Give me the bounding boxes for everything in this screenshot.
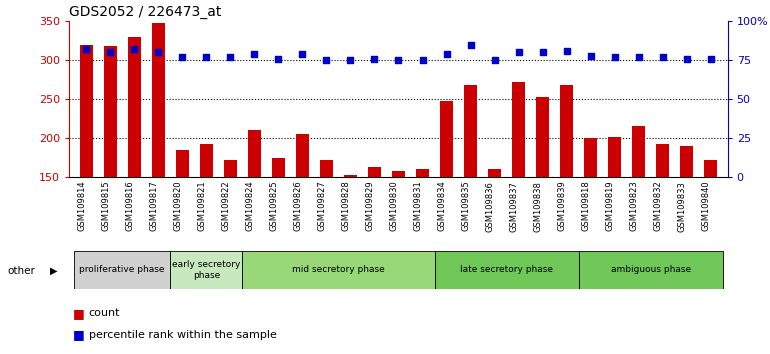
Text: GSM109839: GSM109839 — [557, 181, 567, 232]
Point — [537, 50, 549, 55]
Text: GSM109833: GSM109833 — [678, 181, 687, 232]
Point — [152, 50, 164, 55]
Bar — [416, 169, 429, 177]
Bar — [223, 160, 237, 177]
Text: GSM109814: GSM109814 — [77, 181, 86, 232]
Point — [584, 53, 597, 58]
Text: GSM109817: GSM109817 — [149, 181, 158, 232]
Point — [368, 56, 380, 62]
Bar — [248, 130, 261, 177]
Text: GSM109824: GSM109824 — [246, 181, 254, 232]
Bar — [434, 251, 579, 289]
Text: percentile rank within the sample: percentile rank within the sample — [89, 330, 276, 339]
Point — [608, 54, 621, 60]
Point — [393, 57, 405, 63]
Bar — [103, 46, 117, 177]
Point — [561, 48, 573, 54]
Text: early secretory
phase: early secretory phase — [172, 260, 240, 280]
Point — [176, 54, 189, 60]
Point — [80, 46, 92, 52]
Bar — [705, 160, 718, 177]
Bar — [608, 137, 621, 177]
Point — [488, 57, 500, 63]
Text: proliferative phase: proliferative phase — [79, 266, 165, 274]
Bar — [272, 158, 285, 177]
Text: GSM109819: GSM109819 — [606, 181, 614, 232]
Point — [104, 50, 116, 55]
Text: GSM109838: GSM109838 — [534, 181, 543, 232]
Text: GSM109840: GSM109840 — [701, 181, 711, 232]
Bar — [632, 126, 645, 177]
Point — [681, 56, 693, 62]
Text: GDS2052 / 226473_at: GDS2052 / 226473_at — [69, 5, 222, 19]
Text: GSM109818: GSM109818 — [581, 181, 591, 232]
Bar — [368, 167, 381, 177]
Text: GSM109830: GSM109830 — [390, 181, 399, 232]
Text: GSM109822: GSM109822 — [221, 181, 230, 232]
Text: GSM109821: GSM109821 — [197, 181, 206, 232]
Text: GSM109823: GSM109823 — [630, 181, 639, 232]
Text: count: count — [89, 308, 120, 318]
Bar — [440, 102, 453, 177]
Bar — [243, 251, 434, 289]
Bar — [176, 150, 189, 177]
Text: late secretory phase: late secretory phase — [460, 266, 553, 274]
Bar — [170, 251, 243, 289]
Bar — [584, 138, 598, 177]
Point — [344, 57, 357, 63]
Text: GSM109827: GSM109827 — [317, 181, 326, 232]
Bar — [79, 45, 92, 177]
Point — [440, 51, 453, 57]
Text: GSM109829: GSM109829 — [366, 181, 374, 232]
Text: GSM109815: GSM109815 — [101, 181, 110, 232]
Text: GSM109832: GSM109832 — [654, 181, 663, 232]
Bar — [579, 251, 723, 289]
Bar — [392, 171, 405, 177]
Bar — [656, 143, 669, 177]
Bar — [128, 37, 141, 177]
Bar — [560, 85, 574, 177]
Text: mid secretory phase: mid secretory phase — [292, 266, 385, 274]
Bar — [199, 143, 213, 177]
Text: GSM109836: GSM109836 — [486, 181, 494, 232]
Bar — [320, 160, 333, 177]
Bar — [536, 97, 549, 177]
Point — [200, 54, 213, 60]
Point — [657, 54, 669, 60]
Point — [128, 46, 140, 52]
Bar — [488, 169, 501, 177]
Text: GSM109828: GSM109828 — [341, 181, 350, 232]
Text: GSM109826: GSM109826 — [293, 181, 303, 232]
Point — [296, 51, 309, 57]
Text: GSM109816: GSM109816 — [126, 181, 134, 232]
Point — [513, 50, 525, 55]
Text: other: other — [8, 266, 35, 276]
Text: ambiguous phase: ambiguous phase — [611, 266, 691, 274]
Bar — [74, 251, 170, 289]
Point — [224, 54, 236, 60]
Bar — [152, 23, 165, 177]
Bar — [344, 176, 357, 177]
Point — [320, 57, 333, 63]
Text: GSM109820: GSM109820 — [173, 181, 182, 232]
Point — [464, 42, 477, 47]
Bar — [296, 134, 309, 177]
Bar — [464, 85, 477, 177]
Point — [248, 51, 260, 57]
Point — [633, 54, 645, 60]
Text: ■: ■ — [73, 328, 85, 341]
Point — [272, 56, 284, 62]
Text: ■: ■ — [73, 307, 85, 320]
Bar — [680, 146, 694, 177]
Text: GSM109831: GSM109831 — [413, 181, 423, 232]
Point — [705, 56, 717, 62]
Bar — [512, 82, 525, 177]
Text: GSM109835: GSM109835 — [461, 181, 470, 232]
Text: ▶: ▶ — [50, 266, 58, 276]
Text: GSM109837: GSM109837 — [510, 181, 519, 232]
Point — [417, 57, 429, 63]
Text: GSM109834: GSM109834 — [437, 181, 447, 232]
Text: GSM109825: GSM109825 — [270, 181, 278, 232]
